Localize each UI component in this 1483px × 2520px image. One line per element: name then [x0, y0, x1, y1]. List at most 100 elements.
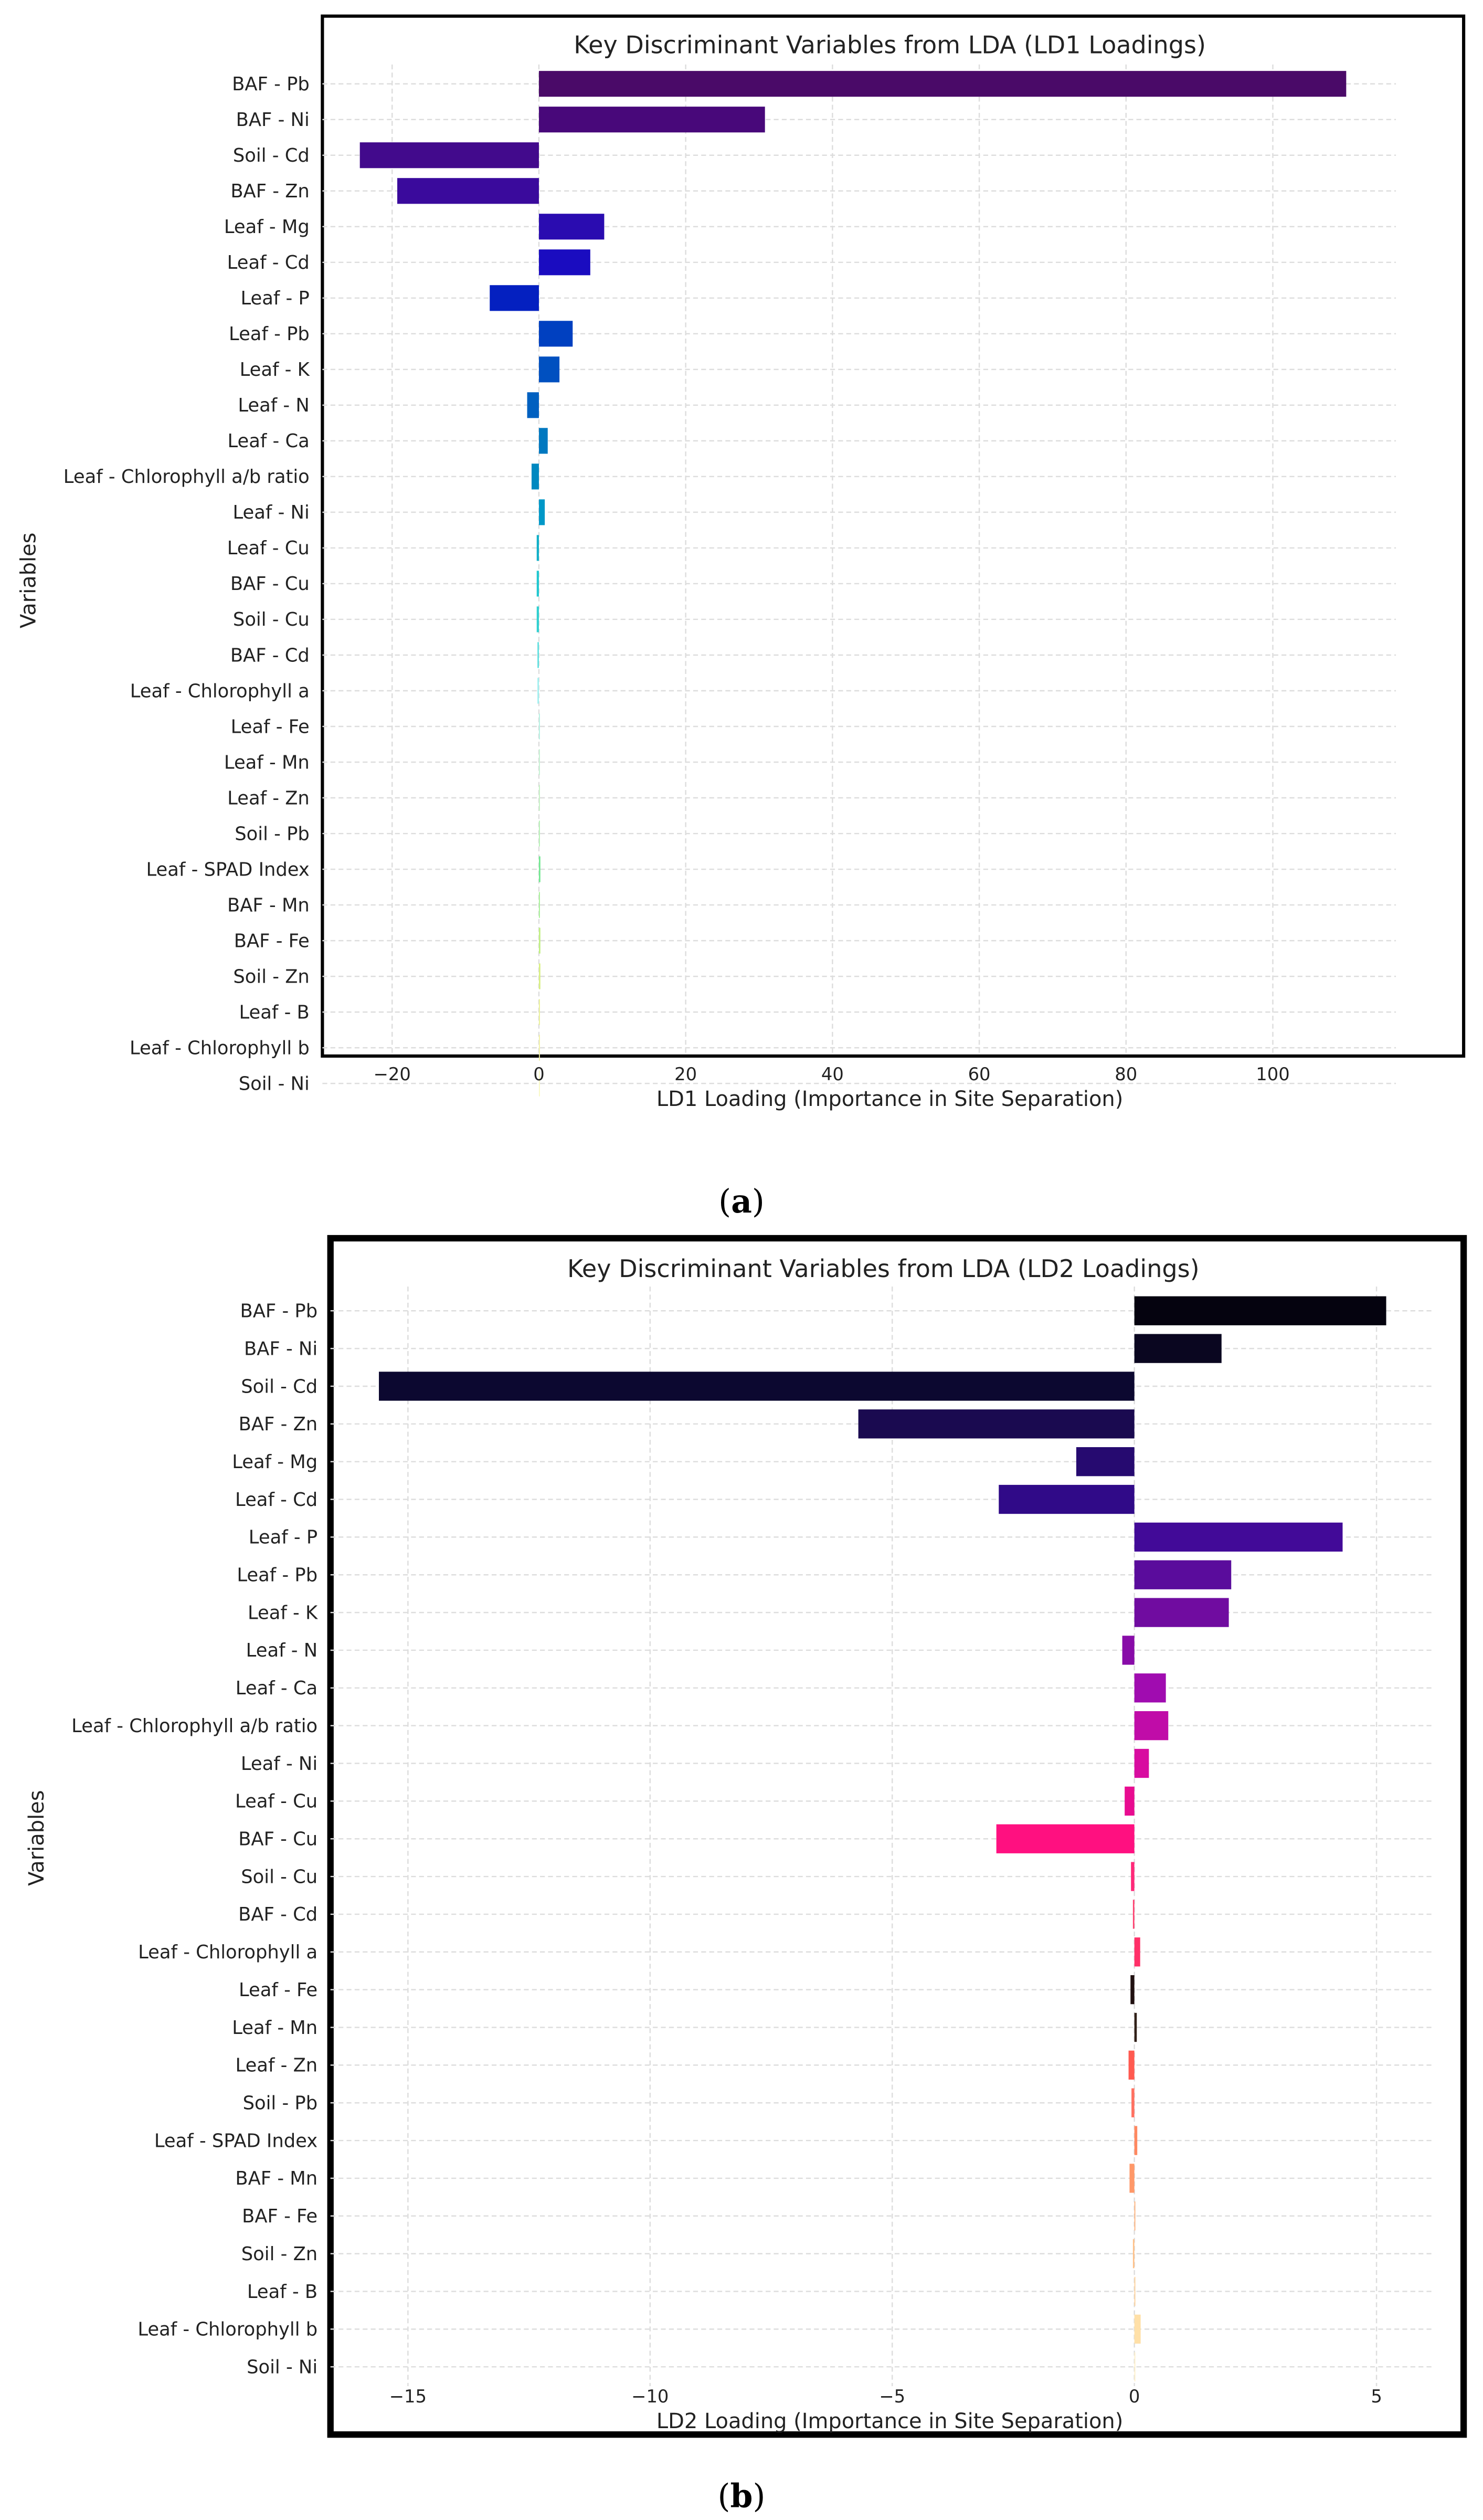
y-tick-label: Soil - Zn — [233, 966, 309, 987]
y-tick-label: Leaf - Mn — [224, 752, 310, 773]
x-tick-label: −20 — [374, 1064, 411, 1084]
y-tick-label: BAF - Cu — [230, 573, 310, 595]
bar — [379, 1372, 1135, 1401]
bar — [1076, 1447, 1135, 1477]
x-tick-label: 0 — [533, 1064, 544, 1084]
x-ticks-a: −20 0 20 40 60 80 100 — [374, 1064, 1290, 1084]
x-tick-label: −5 — [879, 2386, 905, 2407]
y-tick-label: BAF - Mn — [235, 2168, 317, 2189]
chart-panel-a: Key Discriminant Variables from LDA (LD1… — [17, 14, 1466, 1220]
bar — [490, 285, 539, 311]
bar — [1132, 2239, 1135, 2269]
y-tick-label: Soil - Ni — [247, 2356, 317, 2378]
bar — [537, 642, 539, 668]
bar — [1134, 2201, 1136, 2231]
bar — [538, 499, 545, 525]
bar — [538, 999, 540, 1025]
bar — [536, 571, 539, 597]
bar — [538, 963, 541, 989]
y-tick-label: Leaf - Chlorophyll a — [138, 1942, 317, 1963]
y-tick-label: Leaf - Zn — [227, 787, 310, 809]
bar — [538, 713, 540, 740]
y-tick-label: Leaf - Pb — [229, 323, 310, 345]
bar — [1130, 1975, 1135, 2005]
y-tick-label: Leaf - SPAD Index — [146, 859, 310, 880]
y-tick-label: Soil - Zn — [241, 2243, 317, 2265]
y-tick-label: Leaf - Ni — [241, 1753, 317, 1775]
bars-b — [379, 1296, 1386, 2381]
y-tick-label: Leaf - SPAD Index — [154, 2130, 317, 2152]
bar — [359, 142, 539, 168]
bar — [538, 749, 540, 775]
y-axis-label-a: Variables — [17, 533, 41, 628]
y-tick-label: BAF - Ni — [236, 109, 310, 131]
y-tick-label: BAF - Cu — [238, 1829, 317, 1850]
y-tick-label: BAF - Ni — [244, 1338, 317, 1359]
bar — [1134, 1673, 1166, 1703]
bar — [537, 678, 539, 704]
bar — [538, 249, 590, 276]
y-tick-label: Leaf - Fe — [239, 1979, 317, 2001]
y-tick-label: Leaf - K — [240, 359, 310, 381]
bar — [536, 606, 539, 632]
y-tick-label: Leaf - Chlorophyll a/b ratio — [63, 466, 310, 488]
bar — [1134, 2126, 1138, 2155]
bar — [538, 785, 540, 811]
y-tick-label: Leaf - N — [238, 395, 309, 416]
bar — [1134, 2012, 1137, 2042]
y-tick-label: Leaf - Fe — [231, 716, 310, 737]
bar — [1134, 1748, 1149, 1778]
bar — [1134, 2314, 1141, 2344]
y-tick-label: Leaf - Cu — [235, 1791, 317, 1812]
y-tick-label: Leaf - Mn — [232, 2017, 317, 2039]
x-tick-label: 80 — [1115, 1064, 1137, 1084]
bar — [1134, 1937, 1140, 1967]
x-axis-label-b: LD2 Loading (Importance in Site Separati… — [656, 2409, 1123, 2433]
y-tick-label: Leaf - Ni — [233, 502, 310, 523]
bar — [538, 820, 540, 847]
bar — [538, 71, 1347, 97]
y-tick-labels-a: BAF - Pb BAF - Ni Soil - Cd BAF - Zn Leaf - … — [63, 73, 310, 1094]
bar — [538, 428, 548, 454]
y-tick-label: Leaf - Chlorophyll a — [130, 680, 310, 702]
bar — [1134, 2352, 1136, 2381]
caption-b: (b) — [718, 2477, 766, 2515]
y-tick-label: BAF - Fe — [242, 2206, 317, 2227]
grid-a — [322, 64, 1396, 1084]
y-tick-label: BAF - Cd — [230, 645, 310, 666]
y-tick-label: Leaf - P — [240, 288, 309, 309]
panel-a-frame — [321, 14, 1466, 1058]
y-tick-label: BAF - Fe — [234, 930, 310, 952]
chart-title-a: Key Discriminant Variables from LDA (LD1… — [574, 30, 1206, 59]
y-tick-label: Leaf - Chlorophyll a/b ratio — [71, 1715, 317, 1737]
bar — [996, 1824, 1135, 1853]
y-tick-labels-b: BAF - Pb BAF - Ni Soil - Cd BAF - Zn Leaf - … — [71, 1301, 318, 2378]
x-tick-label: −15 — [389, 2386, 427, 2407]
y-tick-label: Leaf - P — [249, 1527, 317, 1548]
y-tick-label: BAF - Zn — [230, 181, 309, 202]
bar — [538, 321, 573, 347]
y-tick-label: Leaf - Cu — [227, 537, 310, 559]
y-tick-label: BAF - Pb — [232, 73, 310, 95]
y-tick-label: Leaf - Pb — [237, 1565, 317, 1586]
y-tick-label: Leaf - B — [239, 1001, 310, 1023]
bar — [538, 1070, 540, 1096]
y-tick-label: BAF - Pb — [240, 1301, 318, 1322]
bar — [538, 892, 540, 918]
x-tick-label: 40 — [821, 1064, 844, 1084]
bar — [1134, 1522, 1343, 1552]
bar — [1131, 1862, 1135, 1891]
bar — [538, 927, 541, 954]
bar — [999, 1484, 1135, 1514]
y-tick-label: Leaf - N — [246, 1640, 317, 1661]
bar — [1125, 1786, 1135, 1816]
bar — [538, 356, 560, 383]
x-tick-label: 20 — [674, 1064, 697, 1084]
bar — [1132, 1900, 1135, 1929]
y-tick-label: Soil - Pb — [243, 2092, 318, 2114]
bar — [1134, 1598, 1229, 1627]
panel-b-frame — [327, 1235, 1467, 2438]
y-tick-label: Leaf - Ca — [236, 1678, 317, 1699]
y-tick-label: Leaf - Chlorophyll b — [137, 2319, 317, 2340]
